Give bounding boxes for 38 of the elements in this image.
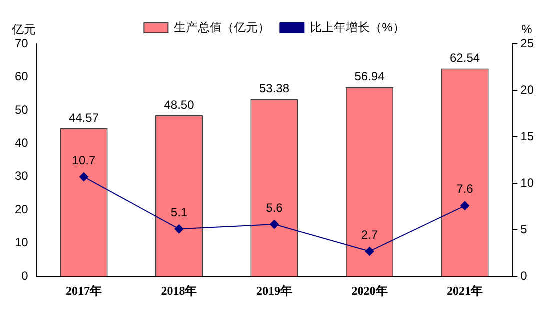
data-label: 53.38 [259, 82, 290, 96]
x-tick-label: 2021年 [447, 284, 484, 298]
y-tick-label: 60 [14, 70, 29, 84]
y-tick-label: 20 [14, 202, 29, 216]
data-label: 44.57 [68, 110, 100, 125]
data-label: 2.7 [361, 228, 378, 242]
y-tick-label: 0 [22, 268, 29, 283]
y-tick-label: 50 [14, 102, 29, 117]
data-label: 7.6 [456, 182, 474, 196]
y-tick-label: 70 [14, 36, 29, 50]
point [270, 220, 279, 229]
x-tick-label: 2020年 [352, 284, 388, 298]
data-label: 62.54 [450, 51, 480, 66]
x-tick-label: 2018年 [161, 284, 198, 298]
y-tick-label: 40 [14, 136, 29, 150]
y2-tick-label: 25 [520, 36, 534, 50]
y2-axis-title: % [522, 22, 533, 36]
y-axis-title: 亿元 [11, 22, 36, 36]
data-label: 5.1 [170, 205, 188, 220]
y2-tick-label: 0 [520, 268, 528, 283]
data-label: 10.7 [72, 153, 96, 168]
y2-tick-label: 5 [520, 222, 528, 236]
y2-tick-label: 10 [520, 176, 534, 190]
point [174, 224, 184, 234]
y2-tick-label: 15 [520, 129, 534, 144]
legend-label: 比上年增长（%） [310, 20, 405, 34]
point [79, 172, 88, 182]
y2-tick-label: 20 [520, 82, 534, 97]
point [365, 246, 374, 256]
data-label: 56.94 [354, 70, 386, 84]
x-tick-label: 2017年 [66, 284, 102, 298]
data-label: 48.50 [164, 98, 195, 112]
y-tick-label: 10 [14, 236, 29, 250]
x-tick-label: 2019年 [256, 284, 292, 298]
data-label: 5.6 [266, 200, 284, 215]
y-tick-label: 30 [14, 169, 29, 184]
legend-label: 生产总值（亿元） [174, 20, 270, 34]
point [460, 201, 470, 210]
